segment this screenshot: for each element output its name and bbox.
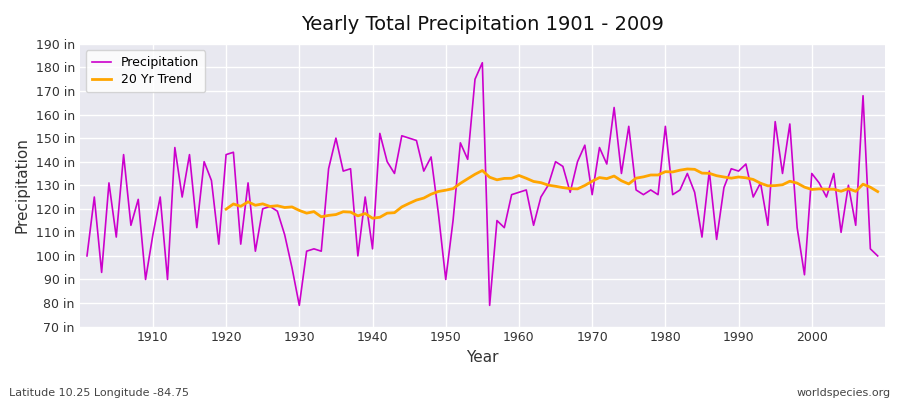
Precipitation [82,254,93,258]
Precipitation [353,254,364,258]
20 Yr Trend [792,181,803,186]
20 Yr Trend [426,192,436,196]
Text: worldspecies.org: worldspecies.org [796,388,891,398]
20 Yr Trend [689,167,700,172]
Precipitation [528,223,539,228]
Precipitation [616,171,626,176]
Title: Yearly Total Precipitation 1901 - 2009: Yearly Total Precipitation 1901 - 2009 [301,15,664,34]
20 Yr Trend [309,209,320,214]
Precipitation [872,254,883,258]
20 Yr Trend [872,189,883,194]
20 Yr Trend [777,182,788,187]
20 Yr Trend [367,216,378,221]
Precipitation [477,60,488,65]
Precipitation [294,303,305,308]
20 Yr Trend [220,207,231,212]
Text: Latitude 10.25 Longitude -84.75: Latitude 10.25 Longitude -84.75 [9,388,189,398]
Y-axis label: Precipitation: Precipitation [15,137,30,233]
Precipitation [309,246,320,251]
Legend: Precipitation, 20 Yr Trend: Precipitation, 20 Yr Trend [86,50,205,92]
Precipitation [140,277,151,282]
Precipitation [521,188,532,192]
X-axis label: Year: Year [466,350,499,365]
Line: 20 Yr Trend: 20 Yr Trend [226,169,878,218]
20 Yr Trend [682,166,693,171]
20 Yr Trend [858,182,868,186]
Line: Precipitation: Precipitation [87,63,878,305]
